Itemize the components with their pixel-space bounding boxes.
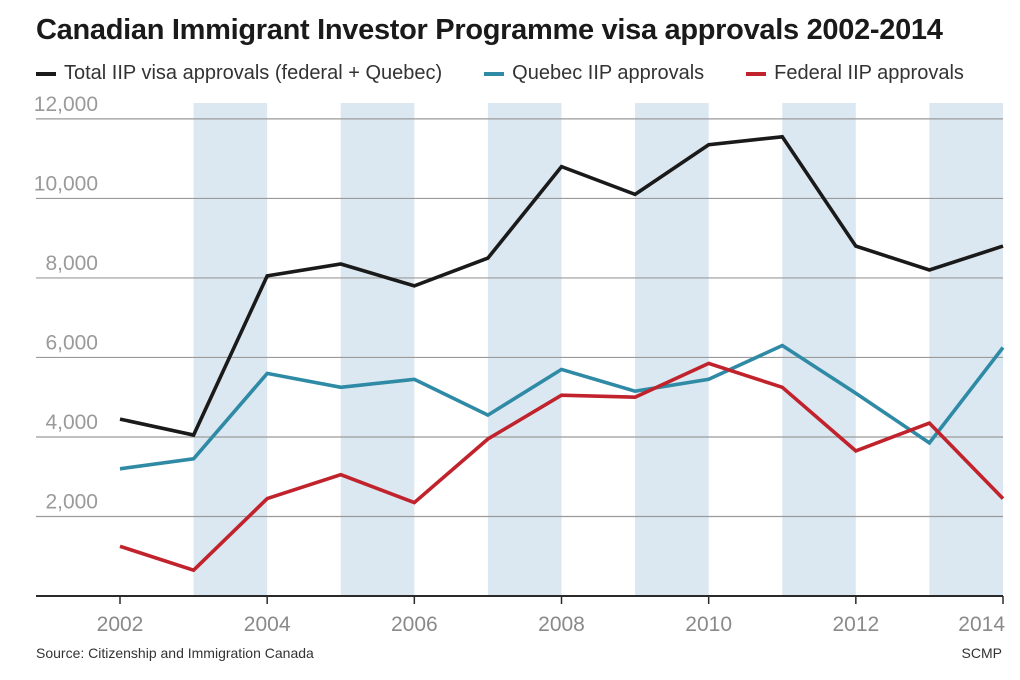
legend: Total IIP visa approvals (federal + Queb… — [36, 62, 1011, 85]
x-tick-label-2002: 2002 — [97, 613, 144, 636]
legend-item-federal: Federal IIP approvals — [746, 62, 964, 85]
source-note: Source: Citizenship and Immigration Cana… — [36, 645, 314, 661]
chart-title: Canadian Immigrant Investor Programme vi… — [36, 14, 943, 46]
band-2005 — [340, 103, 415, 596]
band-2011 — [782, 103, 856, 596]
y-tick-label-8000: 8,000 — [45, 252, 98, 275]
legend-swatch-federal — [746, 71, 767, 76]
legend-swatch-quebec — [484, 71, 505, 76]
x-tick-label-2006: 2006 — [391, 613, 438, 636]
y-tick-label-6000: 6,000 — [45, 331, 98, 354]
legend-swatch-total — [36, 71, 56, 76]
series-quebec-line — [119, 343, 1005, 471]
y-tick-label-4000: 4,000 — [45, 411, 98, 434]
x-tick-label-2008: 2008 — [538, 613, 585, 636]
y-tick-label-10000: 10,000 — [34, 172, 98, 195]
legend-label-quebec: Quebec IIP approvals — [512, 62, 705, 84]
band-2007 — [487, 103, 562, 596]
band-2013 — [929, 103, 1003, 596]
legend-item-total: Total IIP visa approvals (federal + Queb… — [36, 62, 442, 85]
series-total-line — [119, 134, 1004, 438]
x-tick-label-2010: 2010 — [685, 613, 732, 636]
legend-item-quebec: Quebec IIP approvals — [484, 62, 704, 85]
series-federal-line — [119, 361, 1005, 573]
band-2009 — [635, 103, 709, 596]
x-tick-label-2012: 2012 — [832, 613, 879, 636]
band-2003 — [193, 103, 268, 596]
legend-label-federal: Federal IIP approvals — [774, 62, 964, 84]
credit-note: SCMP — [961, 645, 1002, 661]
y-tick-label-12000: 12,000 — [34, 93, 98, 116]
x-tick-label-2004: 2004 — [244, 613, 291, 636]
legend-label-total: Total IIP visa approvals (federal + Queb… — [64, 62, 443, 84]
y-tick-label-2000: 2,000 — [45, 490, 98, 513]
x-tick-label-2014: 2014 — [958, 613, 1005, 636]
